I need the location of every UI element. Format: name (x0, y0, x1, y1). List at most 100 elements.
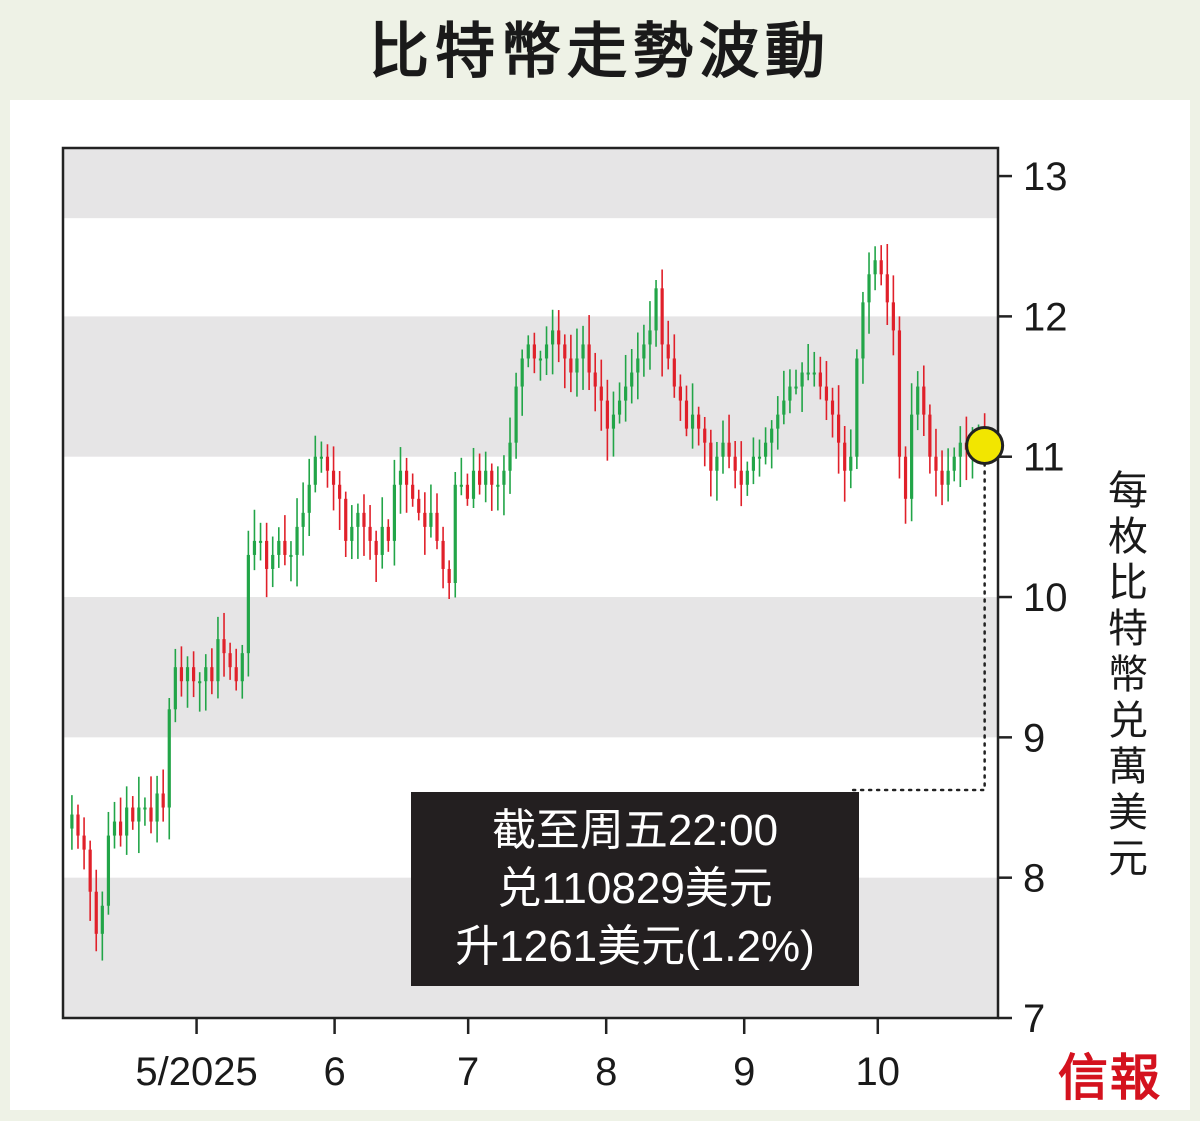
candle-body (265, 540, 269, 569)
candle-body (715, 456, 719, 471)
candle-body (624, 386, 628, 401)
candle-body (605, 400, 609, 429)
candle-body (891, 302, 895, 331)
candle-body (934, 456, 938, 471)
candle-body (958, 442, 962, 457)
candle-body (855, 358, 859, 457)
candle-body (520, 358, 524, 387)
y-axis-label: 每枚比特幣兑萬美元 (1108, 469, 1148, 881)
candle-body (514, 386, 518, 443)
candle-body (173, 667, 177, 710)
candle-body (642, 344, 646, 359)
candle-body (928, 414, 932, 457)
annotation-line-3: 升1261美元(1.2%) (455, 922, 815, 971)
candle-body (356, 512, 360, 527)
candle-body (331, 470, 336, 485)
candle-body (526, 344, 530, 359)
candle-body (611, 414, 616, 429)
candle-body (179, 667, 184, 682)
latest-marker-layer (851, 425, 1005, 792)
candle-body (246, 554, 250, 654)
candle-body (319, 456, 323, 459)
candle-body (192, 667, 196, 682)
candles (70, 244, 987, 961)
candle-body (946, 470, 950, 485)
candle-body (703, 428, 707, 443)
candle-body (916, 386, 920, 415)
x-tick-label: 8 (595, 1050, 617, 1094)
candle-body (380, 526, 384, 555)
candle-body (861, 302, 865, 359)
candle-body (374, 540, 378, 555)
candle-body (508, 442, 512, 471)
annotation-line-2: 兑110829美元 (497, 864, 773, 913)
candle-body (429, 512, 433, 527)
y-tick-label: 7 (1023, 997, 1045, 1041)
brand-logo: 信報 (1058, 1048, 1162, 1107)
x-tick-label: 6 (323, 1050, 345, 1094)
candle-body (830, 400, 835, 415)
plot-frame (61, 146, 1000, 1020)
candle-body (873, 260, 877, 275)
candle-body (76, 814, 80, 836)
candle-body (161, 793, 165, 808)
candle-body (210, 667, 214, 682)
candle-body (112, 821, 117, 836)
candle-body (398, 470, 403, 485)
x-tick-label: 5/2025 (135, 1050, 257, 1094)
candle-body (690, 414, 695, 429)
grid-band (63, 148, 998, 177)
candle-body (88, 849, 92, 892)
candle-body (593, 372, 597, 387)
candle-body (940, 470, 944, 485)
candle-body (435, 512, 439, 541)
candle-body (721, 442, 725, 457)
x-tick-label: 7 (457, 1050, 479, 1094)
candle-body (757, 456, 762, 459)
candle-body (404, 470, 409, 485)
candle-body (118, 821, 123, 836)
candle-body (143, 807, 147, 810)
candle-body (386, 526, 390, 541)
x-tick-labels: 5/2025 6 7 8 9 10 (135, 1050, 900, 1094)
annotation-box: 截至周五22:00 兑110829美元 升1261美元(1.2%) (411, 792, 859, 986)
candle-body (490, 470, 494, 485)
candle-body (368, 526, 372, 541)
candle-body (471, 470, 476, 499)
candle-body (879, 260, 883, 275)
candle-body (684, 400, 689, 429)
candle-body (271, 554, 275, 569)
candle-body (252, 540, 257, 555)
candle-body (283, 540, 287, 555)
candle-body (794, 386, 798, 389)
latest-price-marker (965, 425, 1005, 465)
x-tick-label: 10 (856, 1050, 901, 1094)
candle-body (82, 835, 86, 850)
annotation-line-1: 截至周五22:00 (491, 806, 779, 855)
candle-body (234, 667, 238, 682)
candle-body (770, 428, 774, 443)
candle-body (185, 667, 190, 682)
candle-body (885, 274, 889, 303)
candle-body (569, 358, 573, 373)
candle-body (70, 814, 74, 829)
candle-body (417, 498, 421, 513)
candle-body (325, 456, 330, 471)
candle-body (745, 470, 749, 485)
candle-body (240, 653, 244, 682)
candle-body (843, 442, 847, 471)
candle-body (137, 807, 141, 822)
candle-body (776, 414, 780, 429)
y-tick-labels: 7 8 9 10 11 12 13 (1023, 155, 1068, 1041)
candle-body (806, 372, 810, 375)
candle-body (131, 807, 135, 822)
candle-body (338, 484, 342, 499)
candle-body (198, 681, 202, 684)
candle-body (648, 330, 652, 345)
candle-body (447, 568, 451, 583)
grid-band (63, 316, 998, 457)
candle-body (125, 807, 129, 836)
candle-body (575, 358, 579, 373)
candle-body (167, 709, 171, 808)
candle-body (344, 498, 348, 541)
